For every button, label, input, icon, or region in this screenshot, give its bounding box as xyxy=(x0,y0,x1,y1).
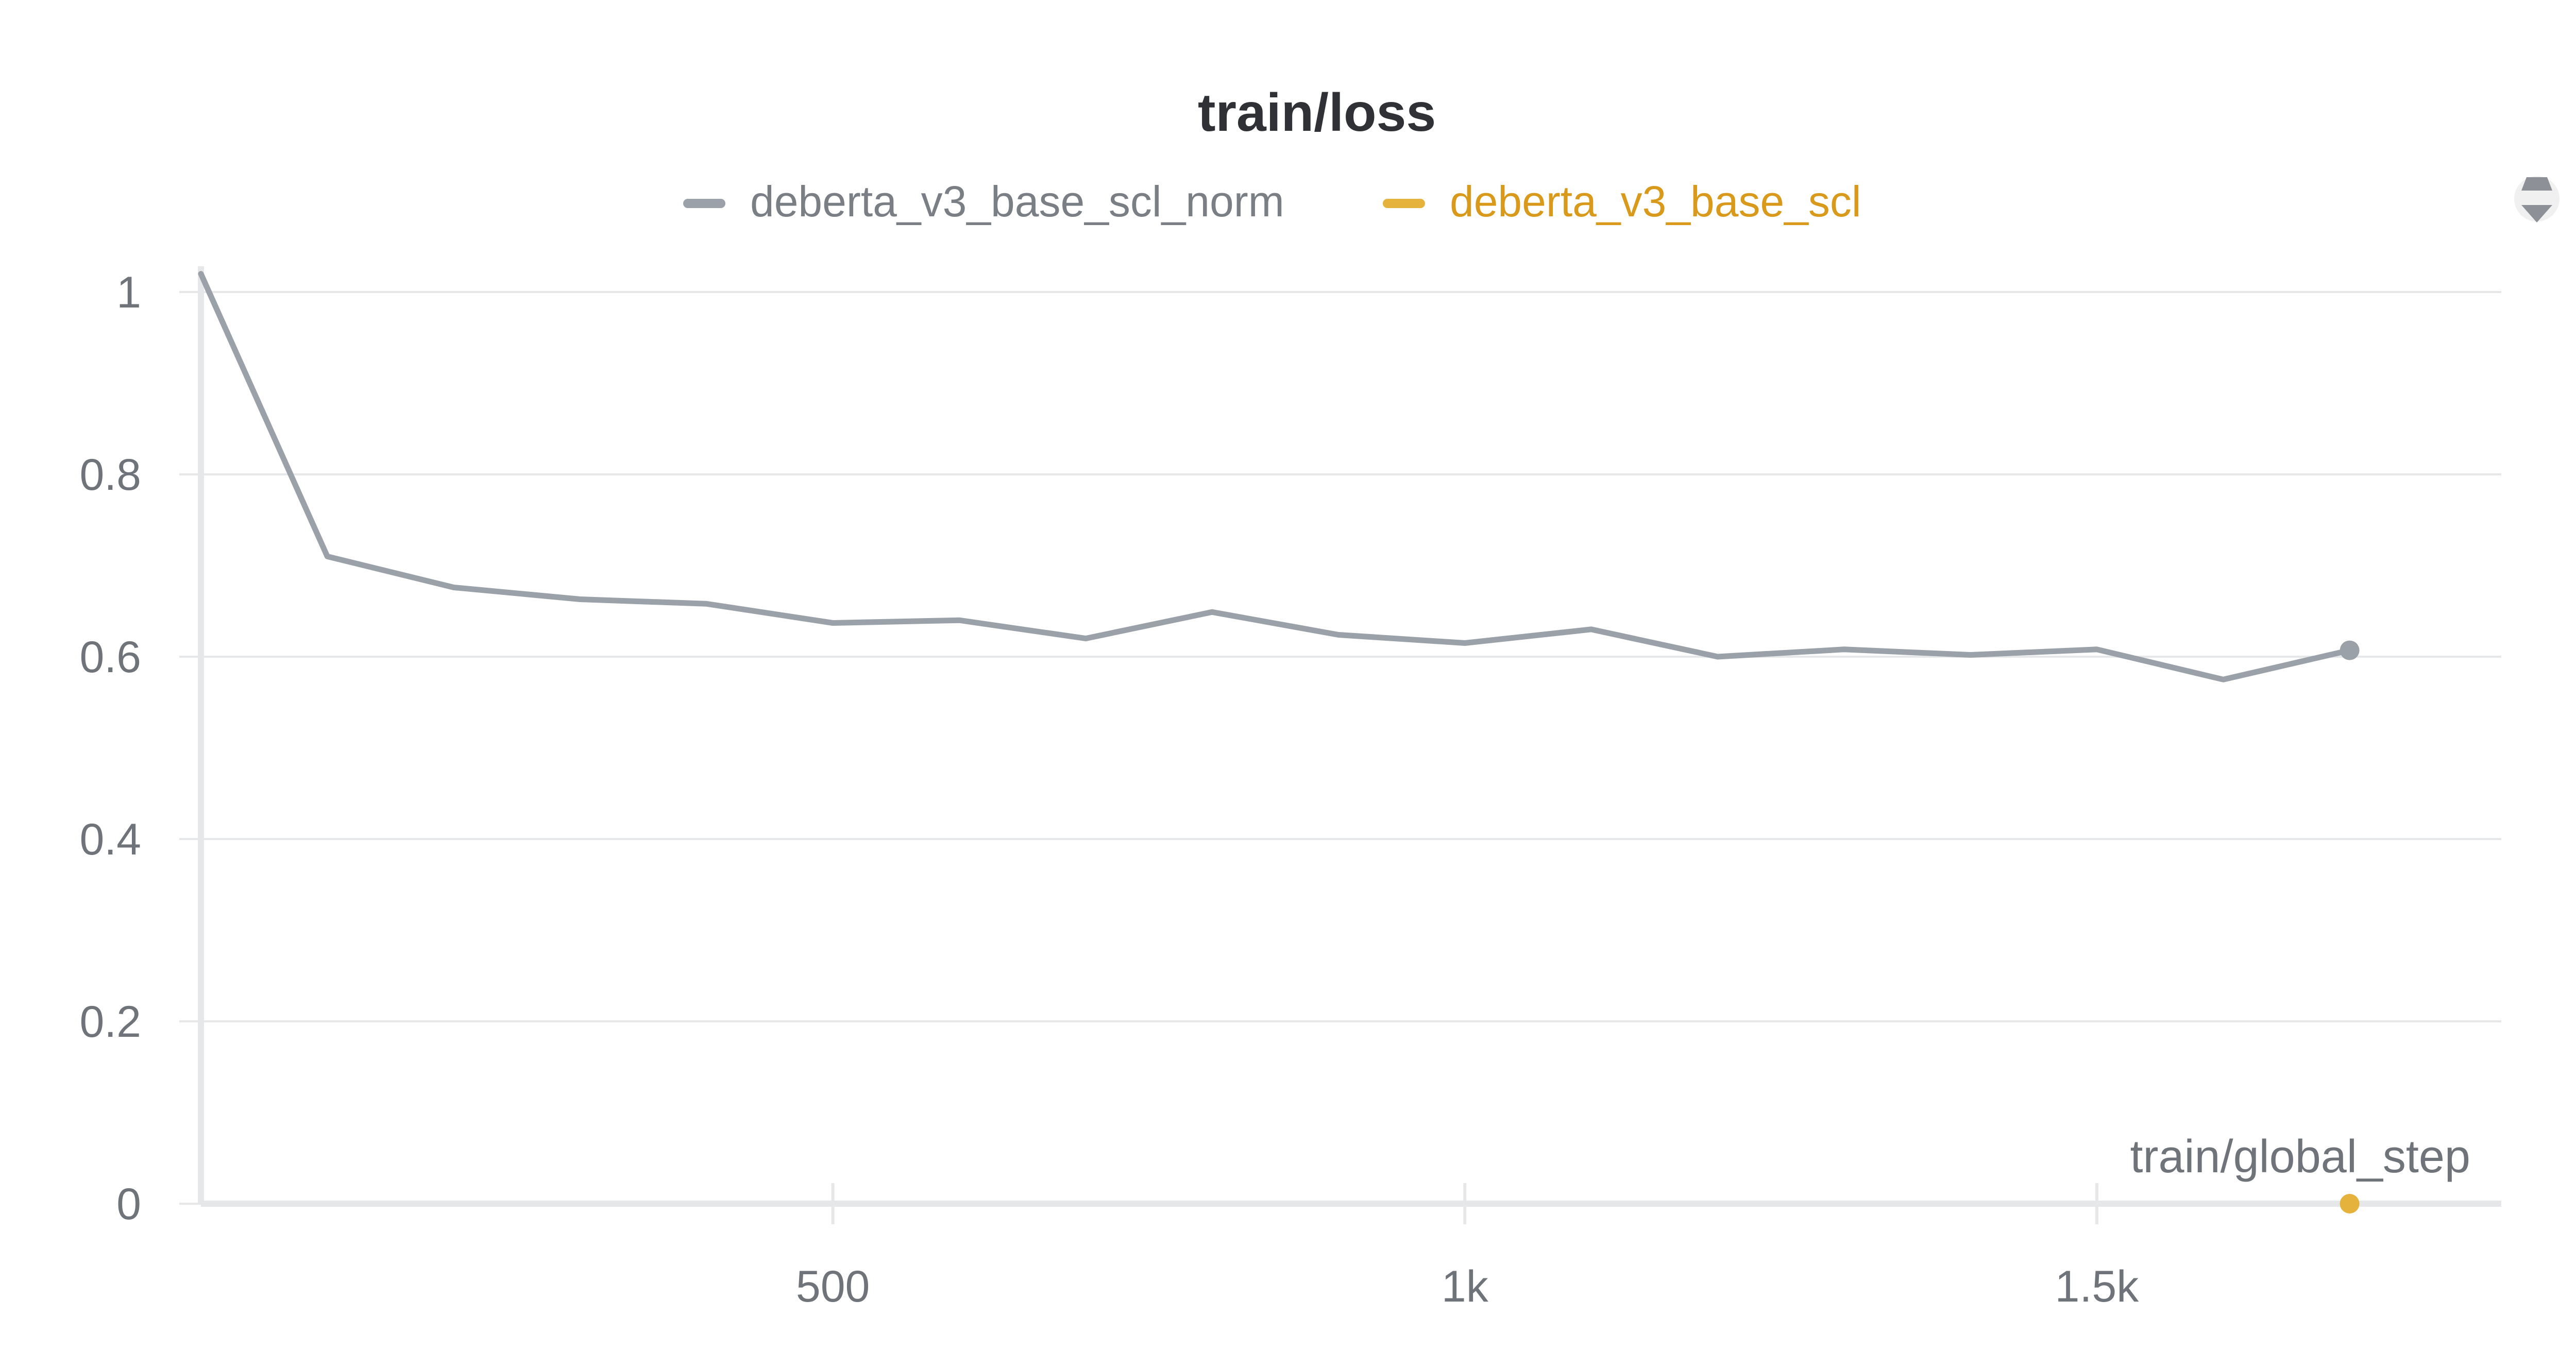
series-layer xyxy=(198,271,2360,1213)
axes xyxy=(179,266,2501,1224)
x-tick-label: 1k xyxy=(1442,1262,1489,1311)
grid xyxy=(201,291,2501,1022)
legend-label-series-2: deberta_v3_base_scl xyxy=(1450,177,1861,226)
data-point[interactable] xyxy=(453,587,454,588)
y-tick-label: 1 xyxy=(116,268,141,317)
x-tick-label: 1.5k xyxy=(2055,1262,2140,1311)
legend-item-series-1[interactable]: deberta_v3_base_scl_norm xyxy=(683,177,1284,226)
series-end-marker[interactable] xyxy=(2340,640,2360,660)
legend-label-series-1: deberta_v3_base_scl_norm xyxy=(750,177,1284,226)
sort-arrows-icon[interactable] xyxy=(2514,176,2560,223)
series-end-marker[interactable] xyxy=(2340,1194,2360,1213)
series-2 xyxy=(2340,1194,2360,1213)
y-tick-label: 0.8 xyxy=(79,450,141,500)
y-tick-label: 0 xyxy=(116,1179,141,1229)
y-tick-label: 0.4 xyxy=(79,815,141,864)
data-point[interactable] xyxy=(2223,679,2224,680)
legend-item-series-2[interactable]: deberta_v3_base_scl xyxy=(1383,177,1861,226)
legend-swatch-series-2 xyxy=(1383,199,1425,208)
series-1 xyxy=(198,271,2360,682)
y-tick-label: 0.2 xyxy=(79,997,141,1047)
legend: deberta_v3_base_scl_norm deberta_v3_base… xyxy=(683,177,1861,226)
data-point[interactable] xyxy=(327,556,328,557)
series-line-1[interactable] xyxy=(198,271,2353,682)
y-tick-label: 0.6 xyxy=(79,632,141,682)
chart-title: train/loss xyxy=(1198,83,1436,143)
tick-labels: 0 0.2 0.4 0.6 0.8 1 500 1k 1.5k xyxy=(79,268,2139,1311)
x-axis-label: train/global_step xyxy=(2130,1131,2470,1183)
legend-swatch-series-1 xyxy=(683,199,725,208)
x-tick-label: 500 xyxy=(796,1262,870,1311)
